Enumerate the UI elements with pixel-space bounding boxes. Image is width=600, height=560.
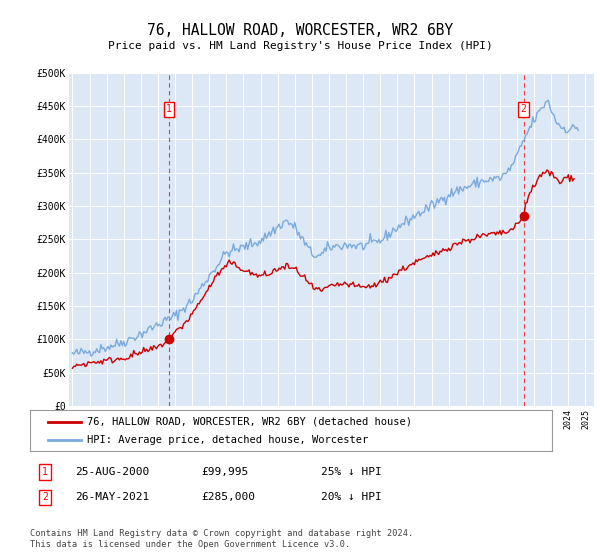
Text: 25% ↓ HPI: 25% ↓ HPI (321, 467, 382, 477)
Text: 76, HALLOW ROAD, WORCESTER, WR2 6BY: 76, HALLOW ROAD, WORCESTER, WR2 6BY (147, 24, 453, 38)
Text: 20% ↓ HPI: 20% ↓ HPI (321, 492, 382, 502)
Text: Contains HM Land Registry data © Crown copyright and database right 2024.
This d: Contains HM Land Registry data © Crown c… (30, 529, 413, 549)
Text: 26-MAY-2021: 26-MAY-2021 (75, 492, 149, 502)
Text: 2: 2 (521, 105, 527, 114)
Text: 25-AUG-2000: 25-AUG-2000 (75, 467, 149, 477)
Text: £99,995: £99,995 (201, 467, 248, 477)
Text: HPI: Average price, detached house, Worcester: HPI: Average price, detached house, Worc… (87, 435, 368, 445)
Text: £285,000: £285,000 (201, 492, 255, 502)
Text: 1: 1 (166, 105, 172, 114)
Text: 2: 2 (42, 492, 48, 502)
Text: 76, HALLOW ROAD, WORCESTER, WR2 6BY (detached house): 76, HALLOW ROAD, WORCESTER, WR2 6BY (det… (87, 417, 412, 427)
Text: Price paid vs. HM Land Registry's House Price Index (HPI): Price paid vs. HM Land Registry's House … (107, 41, 493, 51)
Text: 1: 1 (42, 467, 48, 477)
